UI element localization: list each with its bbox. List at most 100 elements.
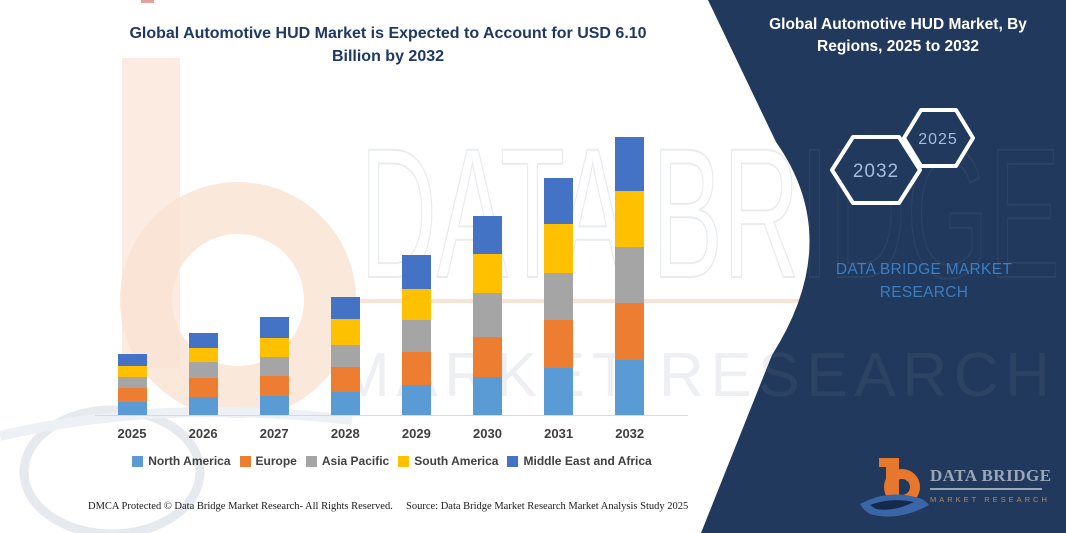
bar-column-2032 (615, 137, 645, 416)
x-axis-label-2028: 2028 (330, 426, 360, 441)
bar-segment-europe-2030 (473, 336, 502, 377)
bar-segment-middle-east-and-africa-2030 (473, 215, 502, 255)
watermark-b-bowl (120, 182, 356, 418)
bar-segment-asia-pacific-2027 (259, 356, 289, 376)
brand-wordmark-line2: RESEARCH (879, 284, 969, 301)
bar-column-2025 (117, 353, 147, 415)
brand-wordmark-line1: DATA BRIDGE MARKET (835, 261, 1013, 278)
bar-column-2029 (401, 255, 431, 415)
legend-label: Middle East and Africa (523, 454, 652, 468)
bar-segment-north-america-2029 (401, 384, 431, 415)
legend-swatch (305, 455, 317, 467)
watermark-underline (360, 299, 1065, 303)
bar-segment-south-america-2029 (401, 288, 431, 320)
legend-label: Europe (255, 454, 297, 468)
legend-swatch (398, 455, 410, 467)
bar-segment-south-america-2027 (259, 338, 289, 357)
bar-segment-south-america-2026 (188, 348, 218, 362)
watermark-red-dash (141, 0, 154, 3)
bar-segment-europe-2032 (615, 302, 645, 360)
x-axis-label-2025: 2025 (117, 426, 147, 441)
legend-swatch (507, 455, 519, 467)
bar-segment-south-america-2030 (473, 254, 502, 294)
legend-label: South America (414, 454, 499, 468)
bar-segment-europe-2027 (259, 375, 289, 396)
bar-segment-middle-east-and-africa-2026 (188, 333, 218, 349)
bar-segment-north-america-2028 (330, 391, 360, 415)
chart-legend: North America Europe Asia Pacific South Ame… (96, 454, 688, 468)
x-axis-label-2030: 2030 (473, 426, 502, 441)
legend-item-north-america: North America (132, 454, 231, 468)
source-note: Source: Data Bridge Market Research Mark… (406, 501, 689, 512)
chart-title: Global Automotive HUD Market is Expected… (108, 22, 668, 68)
bar-segment-europe-2029 (401, 351, 431, 385)
brand-wordmark: DATA BRIDGE MARKET RESEARCH (795, 258, 1053, 304)
legend-item-europe: Europe (239, 454, 297, 468)
legend-swatch (239, 455, 251, 467)
bar-segment-middle-east-and-africa-2025 (117, 353, 147, 366)
watermark-swoosh-circle (19, 405, 205, 533)
bar-segment-middle-east-and-africa-2028 (330, 296, 360, 319)
bar-segment-asia-pacific-2025 (117, 376, 147, 388)
logo-b-icon (860, 458, 929, 517)
bar-segment-south-america-2028 (330, 318, 360, 345)
bar-segment-south-america-2031 (544, 224, 574, 273)
panel-title-line1: Global Automotive HUD Market, By (769, 16, 1027, 33)
legend-swatch (132, 455, 144, 467)
legend-label: North America (148, 454, 231, 468)
dmca-note: DMCA Protected © Data Bridge Market Rese… (88, 501, 393, 512)
legend-item-asia-pacific: Asia Pacific (305, 454, 390, 468)
chart-title-line1: Global Automotive HUD Market is Expected… (129, 25, 647, 42)
hexagon-2025-label: 2025 (918, 131, 958, 148)
logo-tagline: MARKET RESEARCH (930, 494, 1050, 504)
bar-segment-middle-east-and-africa-2032 (615, 137, 645, 191)
bar-segment-middle-east-and-africa-2029 (401, 255, 431, 289)
x-axis-line (95, 415, 688, 416)
legend-label: Asia Pacific (321, 454, 390, 468)
legend-item-south-america: South America (398, 454, 498, 468)
bar-segment-asia-pacific-2032 (615, 246, 645, 303)
x-axis-label-2031: 2031 (544, 426, 574, 441)
bar-segment-north-america-2025 (117, 401, 147, 415)
logo-underline (930, 488, 1042, 490)
logo-name: DATA BRIDGE (930, 466, 1052, 485)
hexagon-2025 (902, 108, 975, 168)
bar-segment-asia-pacific-2030 (473, 293, 502, 337)
bar-segment-asia-pacific-2031 (544, 272, 574, 320)
side-panel-shape (701, 0, 1066, 533)
bar-column-2030 (473, 215, 502, 415)
bar-column-2028 (330, 296, 360, 415)
x-axis-label-2027: 2027 (259, 426, 289, 441)
panel-watermark-tagline: MARKET RESEARCH (338, 341, 1050, 410)
bar-segment-asia-pacific-2028 (330, 344, 360, 367)
company-logo: DATA BRIDGE MARKET RESEARCH (858, 452, 1058, 524)
panel-title: Global Automotive HUD Market, By Regions… (742, 14, 1054, 58)
bar-segment-asia-pacific-2026 (188, 361, 218, 378)
legend-item-middle-east-and-africa: Middle East and Africa (507, 454, 652, 468)
bar-segment-north-america-2030 (473, 376, 502, 415)
bar-segment-middle-east-and-africa-2031 (544, 177, 574, 225)
bar-column-2026 (188, 333, 218, 415)
bar-segment-europe-2026 (188, 377, 218, 397)
bar-segment-europe-2031 (544, 319, 574, 369)
x-axis-label-2026: 2026 (188, 426, 218, 441)
bar-segment-europe-2025 (117, 387, 147, 402)
chart-title-line2: Billion by 2032 (331, 48, 445, 65)
bar-segment-middle-east-and-africa-2027 (259, 316, 289, 339)
bar-segment-europe-2028 (330, 366, 360, 392)
bar-segment-south-america-2025 (117, 365, 147, 377)
hexagon-2032 (830, 135, 922, 205)
hexagon-2032-label: 2032 (853, 161, 899, 182)
x-axis-label-2032: 2032 (615, 426, 645, 441)
bar-column-2027 (259, 316, 289, 415)
panel-title-line2: Regions, 2025 to 2032 (817, 38, 979, 55)
bar-segment-north-america-2027 (259, 395, 289, 415)
bar-segment-asia-pacific-2029 (401, 319, 431, 352)
bar-segment-north-america-2032 (615, 359, 645, 416)
x-axis-label-2029: 2029 (401, 426, 431, 441)
bar-segment-north-america-2031 (544, 368, 574, 415)
bar-segment-north-america-2026 (188, 396, 218, 415)
bar-column-2031 (544, 177, 574, 415)
